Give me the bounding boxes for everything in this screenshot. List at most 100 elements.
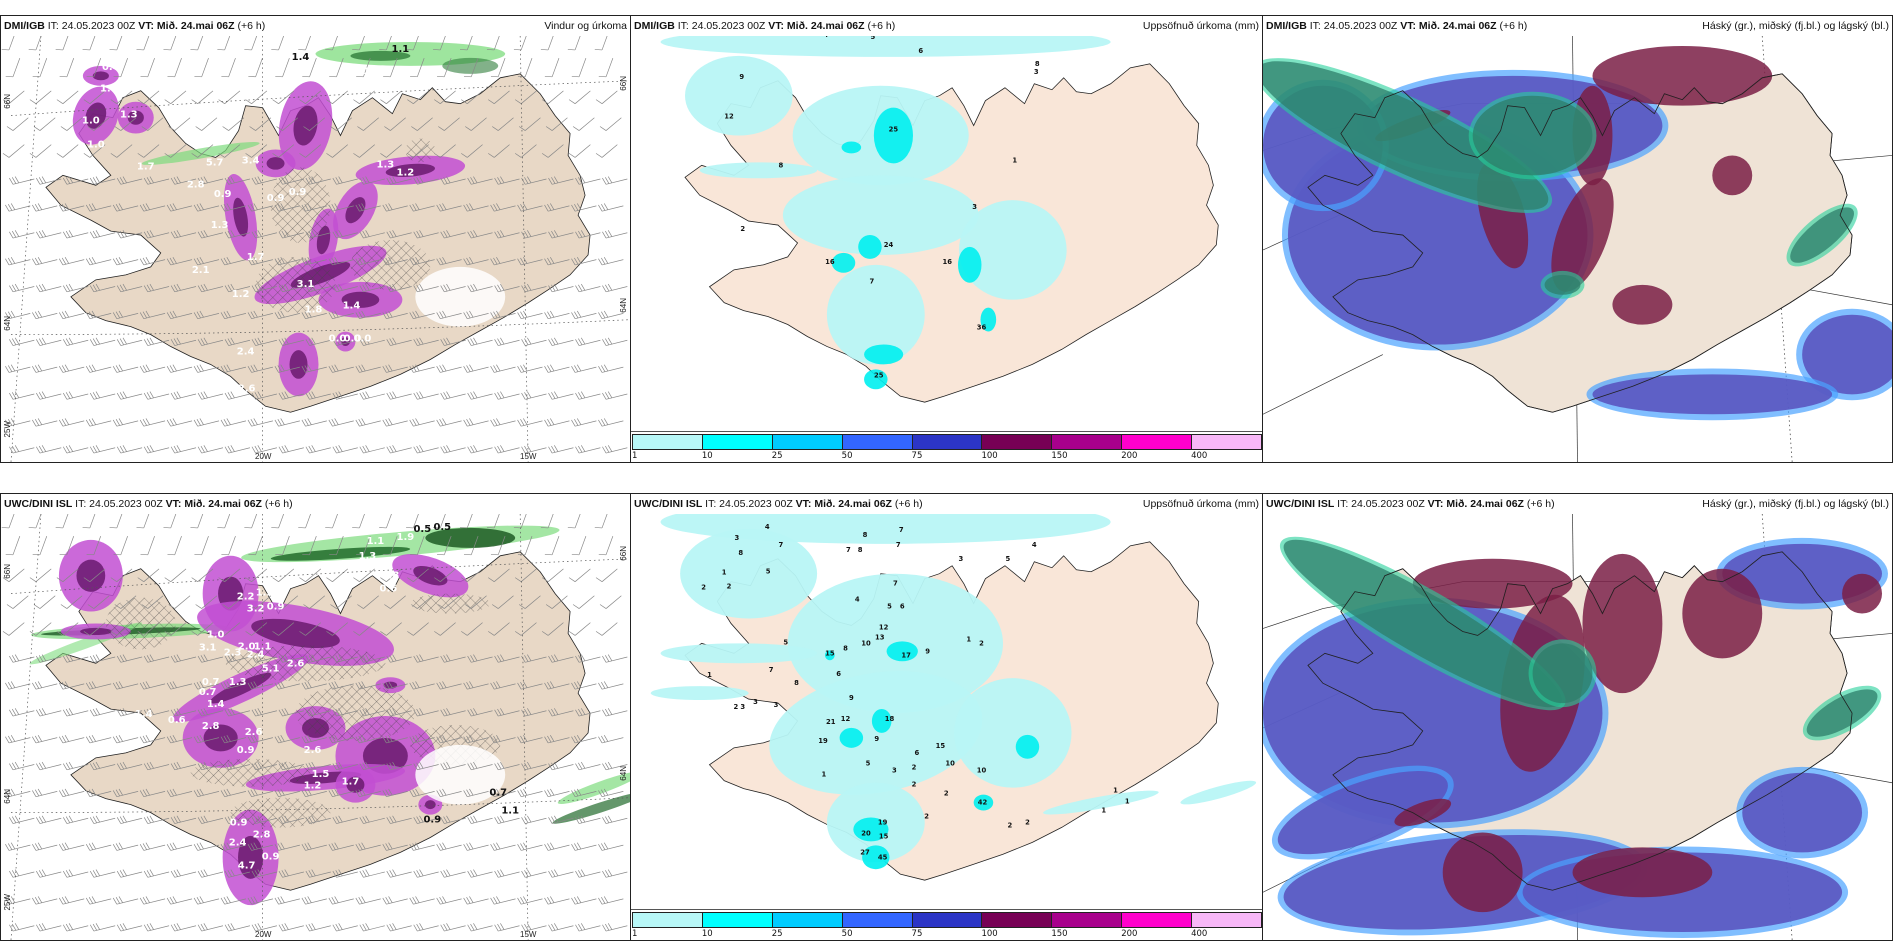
wind-barb (548, 654, 574, 663)
barb-staff (143, 36, 151, 51)
barb-flag (163, 49, 171, 51)
barb-flag (119, 816, 125, 823)
barb-flag (281, 338, 286, 345)
colorbar-swatch (1051, 912, 1123, 928)
panel-title: Vindur og úrkoma (544, 20, 627, 32)
barb-flag (355, 897, 360, 905)
barb-flag (248, 553, 256, 556)
barb-staff (390, 393, 412, 400)
wind-barb (359, 445, 385, 454)
barb-flag (301, 897, 306, 905)
barb-staff (251, 313, 273, 320)
barb-flag (359, 339, 364, 346)
barb-flag (119, 284, 125, 292)
barb-flag (89, 655, 95, 663)
barb-flag (332, 763, 337, 770)
barb-staff (467, 568, 483, 582)
barb-flag (576, 842, 582, 850)
barb-staff (601, 36, 610, 51)
wind-barb (548, 815, 574, 824)
wind-barb (29, 568, 52, 582)
barb-staff (575, 683, 597, 690)
precip-core (251, 618, 340, 649)
wind-barb (251, 761, 277, 771)
barb-staff (305, 791, 327, 798)
barb-flag (166, 897, 172, 905)
barb-staff (390, 178, 412, 185)
barb-flag (38, 392, 44, 399)
barb-flag (200, 338, 205, 345)
barb-flag (493, 682, 498, 689)
wind-barb (326, 144, 348, 158)
barb-staff (224, 36, 232, 51)
barb-flag (362, 338, 367, 345)
barb-staff (363, 925, 385, 932)
barb-flag (304, 682, 309, 689)
barb-staff (336, 117, 352, 131)
wind-barb (467, 923, 493, 932)
barb-flag (311, 230, 316, 237)
wind-barb (548, 391, 574, 400)
hatched-area (190, 758, 311, 787)
barb-flag (253, 418, 258, 425)
barb-staff (93, 339, 116, 346)
barb-flag (305, 817, 310, 824)
barb-flag (497, 284, 502, 292)
barb-flag (413, 763, 418, 770)
barb-flag (554, 391, 559, 399)
barb-staff (39, 57, 48, 77)
barb-staff (89, 514, 98, 529)
barb-flag (5, 204, 10, 212)
wind-barb (380, 90, 402, 104)
barb-flag (439, 896, 444, 904)
barb-flag (578, 177, 583, 184)
barb-flag (92, 445, 98, 453)
barb-flag (176, 337, 181, 345)
wind-barb (116, 283, 143, 293)
barb-flag (409, 312, 414, 319)
wind-barb (278, 230, 304, 239)
barb-flag (598, 736, 603, 744)
barb-flag (602, 446, 607, 454)
wind-barb (143, 445, 170, 454)
wind-barb (440, 283, 466, 293)
barb-staff (578, 535, 587, 555)
barb-flag (335, 445, 340, 453)
barb-flag (32, 75, 40, 78)
barb-staff (39, 393, 62, 400)
barb-staff (120, 447, 143, 454)
wind-barb (407, 622, 429, 636)
barb-flag (169, 735, 174, 743)
barb-flag (311, 391, 316, 399)
barb-flag (388, 842, 393, 850)
wind-barb (517, 203, 543, 212)
barb-staff (601, 791, 624, 798)
barb-flag (517, 843, 522, 851)
barb-flag (466, 418, 471, 426)
precip-area-1mm (769, 671, 983, 795)
wind-barb (406, 514, 421, 529)
barb-flag (493, 311, 498, 319)
precip-label: 4 (855, 596, 860, 604)
barb-staff (35, 205, 58, 212)
barb-staff (467, 205, 489, 212)
barb-flag (326, 99, 333, 104)
wind-barb (301, 310, 327, 320)
barb-staff (359, 622, 375, 636)
model-source: DMI/IGB (634, 20, 675, 32)
barb-flag (392, 654, 397, 662)
barb-flag (62, 177, 68, 185)
barb-staff (336, 925, 358, 932)
barb-flag (520, 257, 525, 265)
wind-barb (571, 535, 587, 556)
wind-barb (463, 896, 489, 905)
wind-barb (463, 310, 489, 320)
wind-barb (517, 257, 543, 266)
barb-flag (357, 604, 364, 609)
barb-staff (93, 817, 116, 824)
wind-barb (62, 391, 89, 400)
precip-label: 3.1 (297, 279, 315, 290)
barb-staff (251, 366, 273, 373)
barb-flag (547, 789, 552, 797)
barb-staff (116, 420, 139, 427)
